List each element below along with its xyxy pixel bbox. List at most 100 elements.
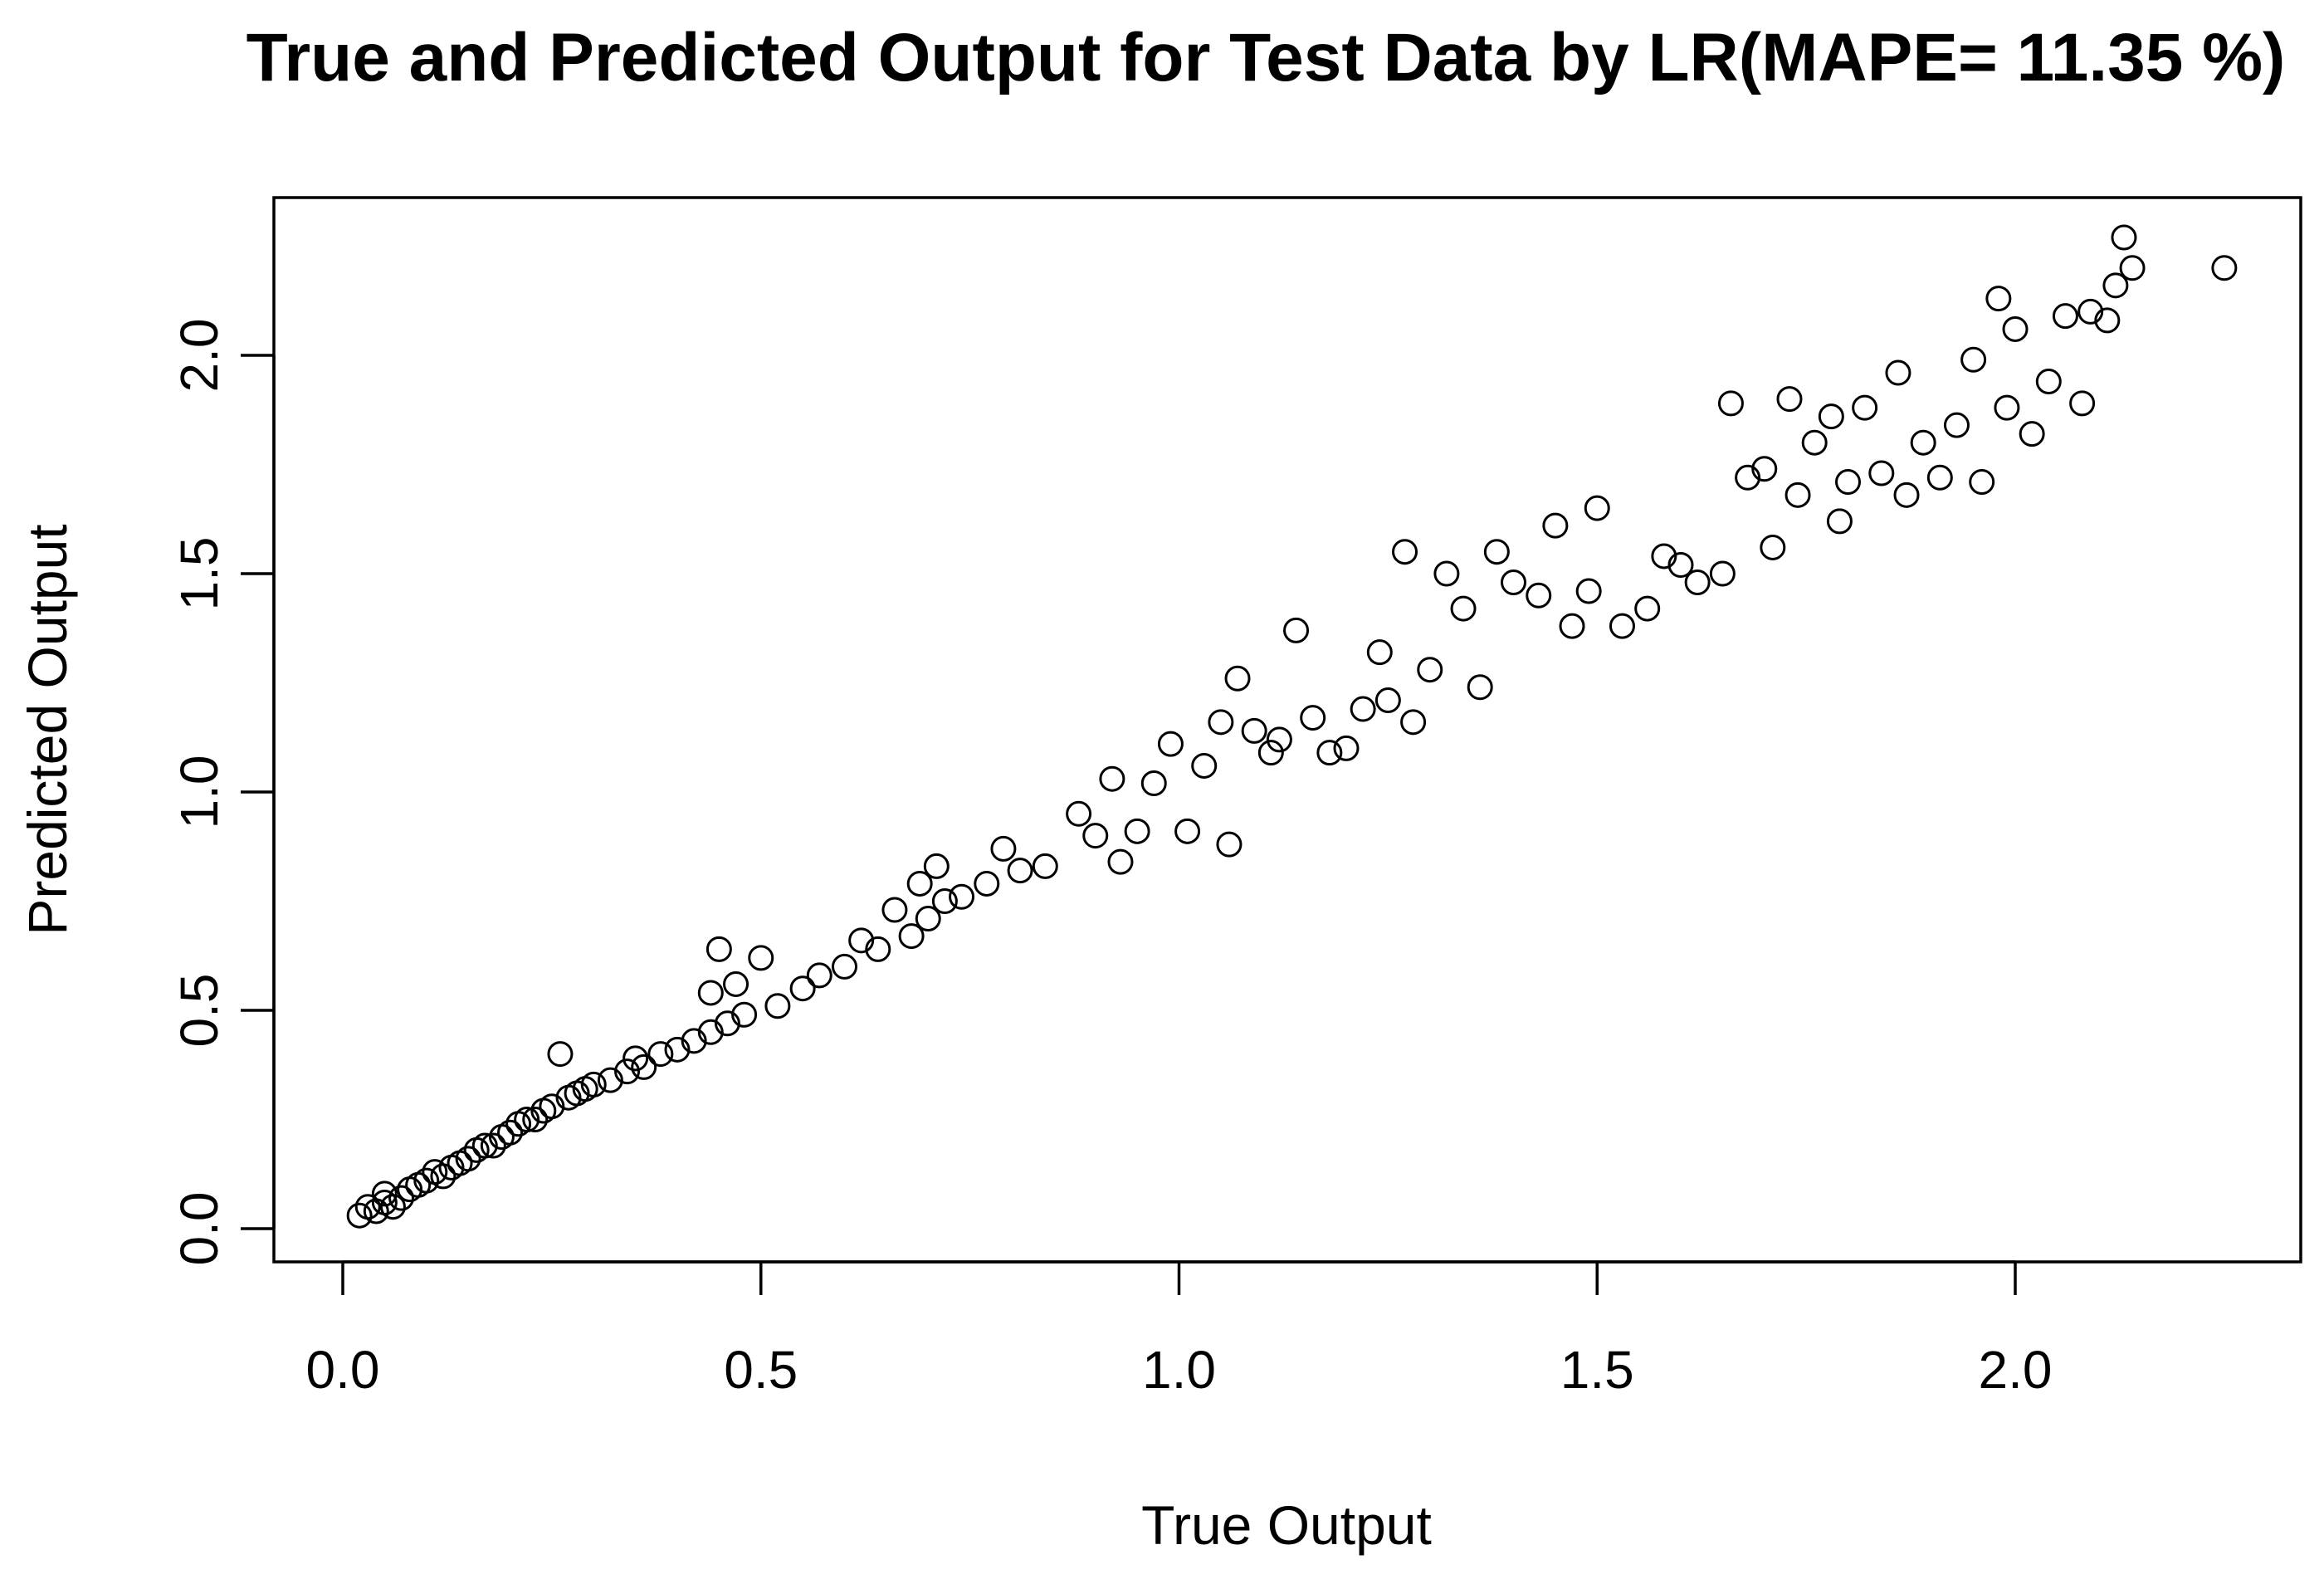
data-point [2094, 307, 2121, 334]
data-point [1893, 482, 1920, 508]
data-point [622, 1045, 649, 1072]
data-point [363, 1198, 389, 1225]
data-point [455, 1146, 481, 1172]
data-point [1684, 570, 1711, 596]
data-point [1609, 613, 1635, 639]
data-point [1157, 731, 1184, 757]
data-point [2052, 303, 2078, 330]
data-point [1283, 617, 1310, 643]
data-point [1818, 403, 1844, 430]
data-point [1634, 595, 1661, 622]
x-axis-label: True Output [1141, 1494, 1432, 1556]
data-point [2069, 390, 2096, 417]
data-point [1366, 639, 1393, 666]
data-point [1760, 534, 1786, 560]
data-point [2077, 298, 2104, 325]
data-point [388, 1185, 415, 1211]
data-point [681, 1028, 707, 1054]
x-tick-label: 0.0 [306, 1340, 380, 1400]
data-point [1784, 482, 1811, 508]
data-point [898, 923, 925, 950]
data-point [748, 945, 774, 971]
data-point [974, 870, 1000, 897]
x-tick-label: 1.0 [1142, 1340, 1216, 1400]
data-point [789, 975, 816, 1002]
data-point [1526, 582, 1552, 609]
data-point [1241, 717, 1267, 744]
data-point [1717, 390, 1744, 417]
data-point [480, 1132, 506, 1159]
data-point [539, 1093, 565, 1120]
data-point [1082, 823, 1109, 849]
data-point [915, 906, 941, 932]
data-point [848, 927, 875, 954]
data-point [1140, 770, 1167, 796]
data-point [1467, 674, 1493, 701]
data-point [2102, 272, 2129, 299]
data-point [614, 1058, 641, 1085]
data-point [514, 1107, 540, 1132]
data-point [497, 1119, 523, 1146]
data-point [647, 1041, 674, 1068]
data-point [1400, 709, 1427, 736]
data-point [714, 1010, 740, 1037]
data-point [1575, 578, 1602, 604]
data-point [1257, 740, 1284, 766]
data-point [1501, 570, 1526, 596]
data-point [990, 835, 1017, 862]
data-point [1960, 346, 1987, 373]
data-point [1776, 386, 1803, 413]
data-point [923, 853, 950, 879]
data-point [1224, 665, 1251, 692]
data-point [764, 993, 791, 1019]
y-tick-label: 0.0 [169, 1192, 229, 1266]
chart-title: True and Predicted Output for Test Data … [247, 20, 2286, 95]
data-point [1374, 687, 1401, 714]
data-point [1826, 508, 1853, 535]
data-point [1007, 858, 1033, 884]
data-point [664, 1036, 691, 1063]
data-point [1835, 469, 1861, 496]
data-point [1994, 394, 2020, 421]
data-point [1450, 595, 1477, 622]
data-point [2111, 224, 2137, 251]
data-point [865, 936, 891, 962]
y-tick-label: 1.0 [169, 755, 229, 829]
data-point [1266, 726, 1292, 753]
data-point [371, 1181, 398, 1207]
y-tick-label: 2.0 [169, 319, 229, 393]
data-point [706, 936, 732, 962]
data-point [1392, 539, 1418, 565]
data-point [1735, 464, 1761, 491]
data-point [2019, 421, 2045, 447]
data-point [1852, 394, 1878, 421]
data-point [1483, 539, 1510, 565]
y-axis: 0.0 0.5 1.0 1.5 2.0 [169, 319, 276, 1266]
data-point [597, 1067, 623, 1093]
data-point [1350, 696, 1376, 722]
data-point [1910, 429, 1936, 456]
data-point [1709, 560, 1736, 587]
data-point [1969, 469, 1995, 496]
data-point [731, 1001, 758, 1028]
data-point [697, 1019, 724, 1045]
data-point [1333, 735, 1360, 761]
data-point [346, 1202, 373, 1229]
data-point [1651, 543, 1677, 570]
data-point [931, 888, 958, 914]
data-point [1542, 512, 1569, 539]
y-tick-label: 0.5 [169, 974, 229, 1048]
data-point [631, 1053, 657, 1080]
data-point [1751, 456, 1778, 482]
data-point [1099, 765, 1125, 792]
data-point [2035, 369, 2062, 395]
data-point [522, 1107, 549, 1132]
data-point [2211, 255, 2238, 281]
data-point [1417, 657, 1443, 683]
data-point [1559, 613, 1585, 639]
y-axis-label: Predicted Output [17, 524, 78, 935]
data-point [580, 1071, 607, 1097]
data-point [1985, 286, 2012, 312]
data-point [1124, 818, 1150, 844]
